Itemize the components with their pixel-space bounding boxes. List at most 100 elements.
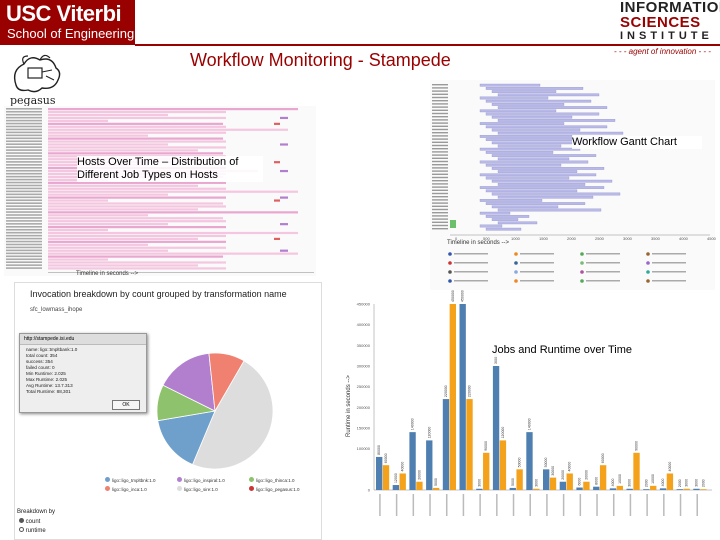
host-label — [6, 231, 42, 234]
pie-legend-entry: ligo::ligo_tmpltbnk:1.0 — [105, 477, 156, 483]
host-label — [6, 184, 42, 187]
jobs-x-tick — [395, 494, 398, 516]
gantt-legend-entry — [454, 262, 488, 264]
host-label — [6, 205, 42, 207]
host-bar — [48, 228, 108, 232]
gantt-legend-entry — [520, 271, 554, 273]
gantt-legend-marker — [646, 261, 650, 265]
jobs-bar — [426, 440, 433, 490]
gantt-label — [432, 218, 448, 220]
jobs-bar — [499, 440, 507, 490]
jobs-bar-label: 2000 — [644, 479, 648, 487]
gantt-label — [432, 128, 448, 131]
pie-legend-label: ligo::ligo_inspiral:1.0 — [184, 478, 225, 483]
jobs-x-tick — [579, 494, 582, 516]
gantt-label — [432, 189, 448, 191]
jobs-bar — [549, 477, 557, 490]
gantt-label — [432, 157, 448, 159]
jobs-bar-label: 6000 — [578, 478, 582, 486]
breakdown-option-runtime[interactable]: runtime — [19, 527, 46, 534]
gantt-bar — [497, 119, 616, 122]
gantt-x-tick: 3000 — [623, 236, 632, 241]
gantt-bar — [479, 122, 565, 125]
pie-legend-entry: ligo::ligo_sire:1.0 — [177, 486, 218, 492]
jobs-y-tick: 400000 — [357, 322, 371, 327]
gantt-legend-entry — [652, 280, 686, 282]
legend-dot-icon — [105, 486, 110, 491]
host-label — [6, 246, 42, 249]
host-bar — [48, 231, 298, 235]
jobs-bar — [492, 366, 500, 490]
jobs-y-tick: 350000 — [357, 343, 371, 348]
host-bar — [48, 140, 226, 143]
host-bar — [280, 196, 288, 199]
gantt-label — [432, 84, 448, 86]
tooltip-ok-button[interactable]: OK — [112, 400, 140, 410]
gantt-legend-entry — [586, 271, 620, 273]
isi-line1: INFORMATION — [620, 0, 720, 16]
host-label — [6, 199, 42, 202]
breakdown-option-count[interactable]: count — [19, 518, 40, 525]
jobs-bar — [700, 489, 707, 490]
host-bar — [48, 243, 148, 246]
jobs-bar-label: 3000 — [685, 479, 689, 487]
gantt-label — [432, 176, 448, 179]
gantt-bar — [479, 83, 541, 87]
gantt-label — [432, 112, 448, 115]
host-label — [6, 140, 42, 143]
host-label — [6, 122, 42, 125]
host-label — [6, 202, 42, 204]
gantt-chart — [432, 83, 710, 236]
tooltip-line: Avg Runtime: 13.7.313 — [26, 383, 73, 388]
jobs-bar-label: 3000 — [694, 479, 698, 487]
jobs-bar-label: 12000 — [394, 473, 398, 483]
gantt-legend-marker — [448, 270, 452, 274]
host-bar — [48, 149, 198, 152]
host-label — [6, 116, 42, 119]
jobs-bar — [576, 487, 583, 490]
jobs-bar — [683, 488, 690, 490]
jobs-bar — [483, 452, 490, 490]
option-runtime-label: runtime — [25, 528, 46, 534]
host-bar — [48, 110, 226, 114]
gantt-legend-marker — [580, 252, 584, 256]
gantt-label — [432, 167, 448, 169]
host-label — [6, 181, 42, 184]
jobs-y-tick: 100000 — [357, 446, 371, 451]
legend-dot-icon — [177, 477, 182, 482]
host-label — [6, 172, 42, 175]
gantt-legend-marker — [580, 261, 584, 265]
host-bar — [48, 125, 226, 128]
jobs-bar-label: 4000 — [661, 479, 665, 487]
pie-slice[interactable] — [162, 352, 216, 412]
gantt-annotation: Workflow Gantt Chart — [572, 136, 702, 149]
jobs-y-tick: 250000 — [357, 384, 371, 389]
pie-slice[interactable] — [157, 410, 216, 465]
gantt-label — [432, 160, 448, 163]
jobs-bar — [616, 485, 623, 490]
gantt-label — [432, 106, 448, 108]
jobs-bar — [476, 488, 483, 490]
jobs-x-tick — [429, 494, 431, 516]
host-bar — [48, 267, 226, 270]
gantt-label — [432, 87, 448, 89]
isi-line3: INSTITUTE — [620, 30, 713, 42]
host-label — [6, 161, 42, 163]
gantt-legend-entry — [520, 280, 554, 282]
jobs-bar — [399, 473, 406, 490]
pie-legend-entry: ligo::ligo_inca:1.0 — [105, 486, 147, 492]
jobs-bar-label: 300000 — [494, 352, 498, 364]
pie-slice[interactable] — [192, 360, 274, 470]
host-label — [6, 211, 42, 213]
jobs-bar-label: 50000 — [518, 458, 522, 468]
jobs-annotation: Jobs and Runtime over Time — [492, 344, 662, 357]
host-label — [6, 249, 42, 252]
gantt-legend-marker — [646, 279, 650, 283]
gantt-label — [432, 119, 448, 121]
host-bar — [48, 190, 298, 193]
host-label — [6, 169, 42, 172]
gantt-bar — [485, 176, 570, 180]
pie-slice[interactable] — [208, 352, 245, 413]
gantt-label — [432, 125, 448, 127]
jobs-bar — [676, 489, 683, 490]
